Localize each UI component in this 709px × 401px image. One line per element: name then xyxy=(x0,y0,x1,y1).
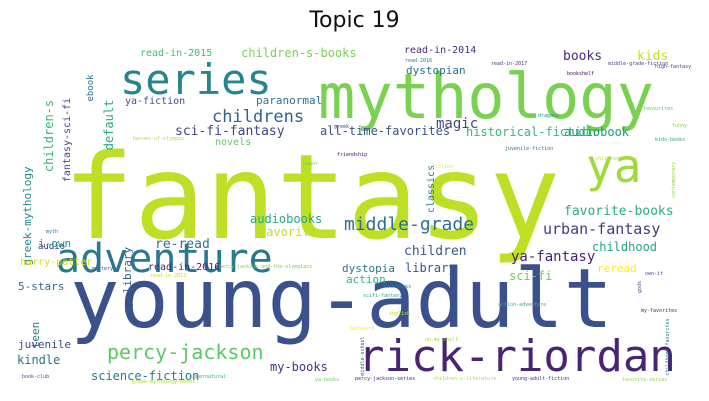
word-ya-fiction: ya-fiction xyxy=(125,96,185,107)
word-audio: audio xyxy=(38,242,65,252)
word-greek: greek xyxy=(334,124,349,130)
word-ya-books: ya-books xyxy=(315,377,339,383)
word-middle-grade-fiction: middle-grade-fiction xyxy=(608,61,668,67)
word-favorite-series: favorite-series xyxy=(622,377,667,383)
word-favorite-books: favorite-books xyxy=(564,204,674,219)
word-harry-potter: harry-potter xyxy=(20,257,92,268)
word-adventure: adventure xyxy=(56,236,273,282)
word-magic: magic xyxy=(436,116,478,132)
word-default: default xyxy=(102,100,116,151)
word-dragons: dragons xyxy=(538,113,559,119)
word-audiobooks: audiobooks xyxy=(250,212,322,226)
word-percy-jackson-series: percy-jackson-series xyxy=(355,376,415,382)
word-children-s: children-s xyxy=(42,100,56,172)
word-read-in-2013: read-in-2013 xyxy=(150,273,186,279)
word-sci-fi: sci-fi xyxy=(509,269,552,283)
word-percy-jackson-and-the-olympians: percy-jackson-and-the-olympians xyxy=(219,264,312,270)
word-audiobook: audiobook xyxy=(564,125,630,139)
word-kindle: kindle xyxy=(17,353,60,367)
word-ebook: ebook xyxy=(86,74,96,102)
word-greek-mythology-books: greek-mythology-books xyxy=(132,379,195,385)
word-books: books xyxy=(563,49,602,64)
word-backyard: backyard xyxy=(350,326,374,332)
word-young-adult: young-adult xyxy=(70,252,613,347)
word-mythology: mythology xyxy=(318,60,654,133)
word-fiction: fiction xyxy=(432,164,453,170)
word-read-in-2016: read-in-2016 xyxy=(148,262,220,273)
word-ya-fantasy: ya-fantasy xyxy=(511,249,595,265)
figure-title: Topic 19 xyxy=(309,8,400,33)
word-dystopian: dystopian xyxy=(406,64,466,77)
word-juvenile-fiction: juvenile-fiction xyxy=(505,146,553,152)
word-paranormal: paranormal xyxy=(256,94,322,107)
word-my-favorites: my-favorites xyxy=(641,308,677,314)
word-english: english xyxy=(389,311,410,317)
word-scifi-fantasy: scifi-fantasy xyxy=(363,293,402,299)
word-teen: teen xyxy=(29,322,42,349)
word-read-in-2015: read-in-2015 xyxy=(140,48,212,59)
word-read-in-2014: read-in-2014 xyxy=(404,45,476,56)
word-rick-riordan: rick-riordan xyxy=(358,331,676,382)
word-funny: funny xyxy=(672,123,687,129)
word-library: library xyxy=(405,261,456,275)
word-childhood-favorites: childhood-favorites xyxy=(665,318,671,375)
word-middle-grade: middle-grade xyxy=(344,214,474,235)
word-percy-jackson: percy-jackson xyxy=(107,340,264,364)
word-kid-books: kid-books xyxy=(384,284,411,290)
word-classics: classics xyxy=(426,165,437,213)
word-middle-school: middle-school xyxy=(360,336,366,375)
word-re-read: re-read xyxy=(155,237,210,252)
word-kids: kids xyxy=(637,49,668,64)
word-on-my-shelf: on-my-shelf xyxy=(425,337,458,343)
word-my-books: my-books xyxy=(270,360,328,374)
word-children-s-literature: children-s-literature xyxy=(433,376,496,382)
word-science-fiction: science-fiction xyxy=(91,369,199,383)
word-dystopia: dystopia xyxy=(342,262,395,275)
word-contemporary: contemporary xyxy=(671,162,677,198)
word-historical-fiction: historical-fiction xyxy=(466,125,596,139)
word-fantasy: fantasy xyxy=(63,128,560,266)
word-read-2016: read-2016 xyxy=(405,58,432,64)
word-supernatural: supernatural xyxy=(190,374,226,380)
word-action-adventure: action-adventure xyxy=(498,302,546,308)
word-humor: humor xyxy=(303,161,318,167)
word-my-library: my-library xyxy=(121,247,134,314)
word-myth: myth xyxy=(46,229,58,235)
word-heroes-of-olympus: heroes-of-olympus xyxy=(133,136,184,142)
word-children-s-books: children-s-books xyxy=(241,46,357,60)
word-reread: reread xyxy=(597,262,637,275)
word-favourites: favourites xyxy=(643,106,673,112)
word-series: series xyxy=(120,55,272,104)
word-gods: gods xyxy=(637,281,643,293)
word-i-own: i-own xyxy=(38,237,71,250)
word-high-fantasy: high-fantasy xyxy=(655,64,691,70)
word-young-adult-fiction: young-adult-fiction xyxy=(512,376,569,382)
word-children-books: children-books xyxy=(595,156,637,162)
word-read-in-2017: read-in-2017 xyxy=(491,61,527,67)
word-all-time-favorites: all-time-favorites xyxy=(320,124,450,138)
word-bookshelf: bookshelf xyxy=(567,71,594,77)
word-childhood: childhood xyxy=(592,240,657,254)
word-action: action xyxy=(346,273,386,286)
word-own-it: own-it xyxy=(645,271,663,277)
word-fantasy-sci-fi: fantasy-sci-fi xyxy=(62,98,73,182)
word-favorite: favorite xyxy=(259,225,317,239)
word-friendship: friendship xyxy=(337,152,367,158)
word-children: children xyxy=(404,244,467,259)
word-mystery: mystery xyxy=(92,266,113,272)
word-novels: novels xyxy=(215,137,251,148)
word-childrens: childrens xyxy=(212,107,304,127)
word-juvenile: juvenile xyxy=(18,338,71,351)
word-ya: ya xyxy=(586,139,641,193)
word-greek-mythology: greek-mythology xyxy=(21,166,34,266)
word-5-stars: 5-stars xyxy=(18,280,64,293)
word-book-club: book-club xyxy=(22,374,49,380)
word-kids-books: kids-books xyxy=(655,137,685,143)
word-sci-fi-fantasy: sci-fi-fantasy xyxy=(175,124,285,139)
word-urban-fantasy: urban-fantasy xyxy=(543,220,660,238)
